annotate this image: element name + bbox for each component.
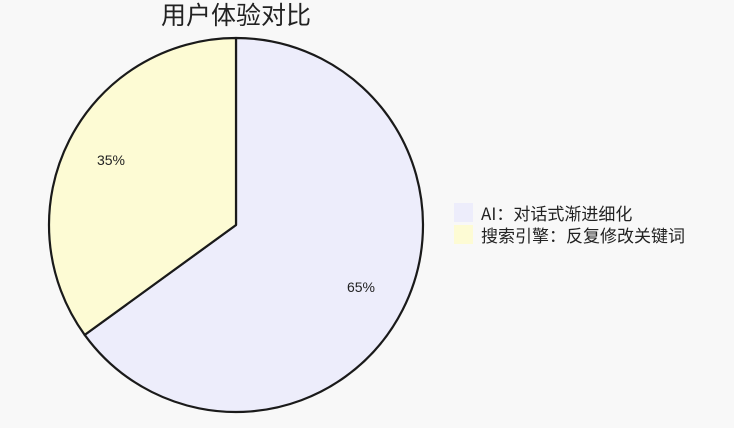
svg-text:35%: 35% xyxy=(97,152,125,168)
svg-text:65%: 65% xyxy=(347,279,375,295)
